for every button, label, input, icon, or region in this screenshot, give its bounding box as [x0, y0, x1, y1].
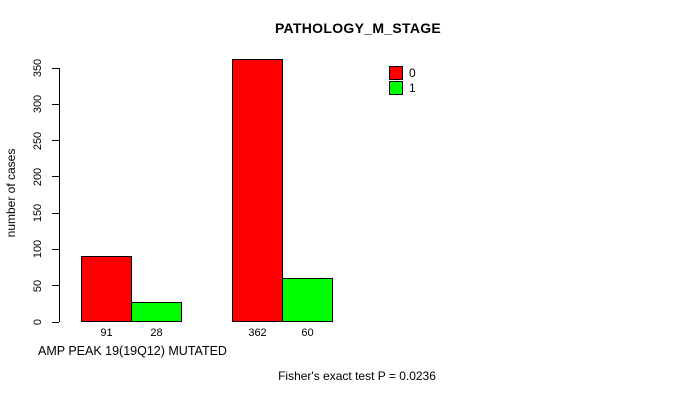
y-axis-tick — [52, 176, 59, 178]
bar-series-1-group-2 — [282, 278, 333, 322]
y-axis-tick — [52, 212, 59, 214]
bar-value-label: 362 — [248, 327, 267, 339]
y-axis-tick-label: 350 — [32, 59, 44, 78]
bar-series-1-group-1 — [131, 301, 182, 322]
bar-series-0-group-2 — [232, 59, 283, 322]
x-axis-title: AMP PEAK 19(19Q12) MUTATED — [38, 344, 227, 358]
y-axis-tick-label: 150 — [32, 204, 44, 223]
y-axis-tick-label: 50 — [32, 279, 44, 292]
y-axis-title: number of cases — [4, 148, 18, 238]
legend: 0 1 — [389, 66, 416, 95]
bar-value-label: 60 — [301, 327, 314, 339]
y-axis-tick-label: 200 — [32, 167, 44, 187]
legend-label-0: 0 — [409, 66, 416, 80]
y-axis-tick — [52, 140, 59, 142]
fisher-test-annotation: Fisher's exact test P = 0.0236 — [278, 369, 436, 383]
y-axis-tick — [52, 67, 59, 69]
bar-value-label: 28 — [150, 327, 163, 339]
y-axis-tick-label: 250 — [32, 131, 44, 150]
legend-swatch-green — [389, 81, 403, 95]
chart-title: PATHOLOGY_M_STAGE — [274, 20, 442, 36]
y-axis-tick — [52, 321, 59, 323]
legend-label-1: 1 — [409, 81, 416, 95]
y-axis-tick — [52, 103, 59, 105]
legend-item-1: 1 — [389, 81, 416, 95]
y-axis-tick — [52, 285, 59, 287]
bar-value-label: 91 — [100, 327, 113, 339]
y-axis-tick-label: 300 — [32, 95, 44, 114]
y-axis-tick-label: 0 — [32, 318, 44, 326]
legend-swatch-red — [389, 66, 403, 80]
bar-series-0-group-1 — [81, 256, 132, 322]
y-axis-line — [59, 68, 60, 322]
y-axis-tick — [52, 248, 59, 250]
legend-item-0: 0 — [389, 66, 416, 80]
y-axis-tick-label: 100 — [32, 240, 44, 259]
